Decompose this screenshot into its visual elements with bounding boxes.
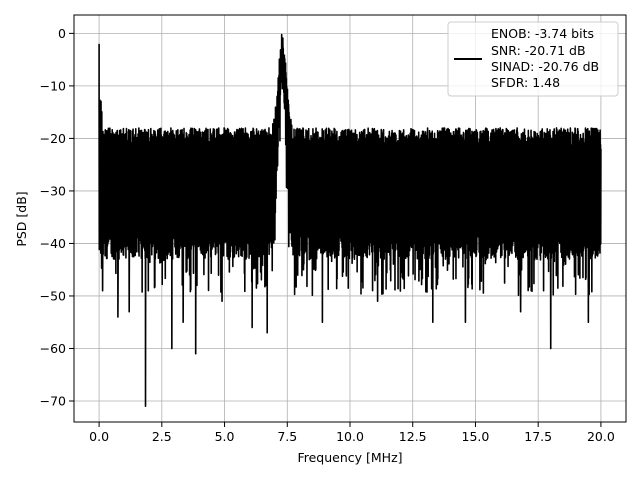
x-tick-label: 5.0 <box>215 429 235 444</box>
x-axis-label: Frequency [MHz] <box>297 450 402 465</box>
y-tick-label: −20 <box>40 131 66 146</box>
y-axis-label: PSD [dB] <box>14 191 29 246</box>
legend-box <box>447 21 619 97</box>
y-tick-label: −70 <box>40 393 66 408</box>
x-tick-label: 10.0 <box>336 429 364 444</box>
legend: ENOB: -3.74 bits SNR: -20.71 dB SINAD: -… <box>447 21 619 97</box>
legend-line-sinad: SINAD: -20.76 dB <box>491 59 599 74</box>
y-tick-label: −30 <box>40 183 66 198</box>
legend-line-sfdr: SFDR: 1.48 <box>491 75 560 90</box>
x-tick-label: 7.5 <box>277 429 297 444</box>
plot-area <box>98 33 602 408</box>
y-tick-label: −10 <box>40 78 66 93</box>
y-tick-label: −40 <box>40 236 66 251</box>
x-tick-label: 20.0 <box>587 429 615 444</box>
y-tick-label: −60 <box>40 341 66 356</box>
x-tick-label: 17.5 <box>524 429 552 444</box>
x-tick-label: 15.0 <box>462 429 490 444</box>
x-tick-label: 12.5 <box>399 429 427 444</box>
y-tick-label: 0 <box>58 26 66 41</box>
y-axis: 0 −10 −20 −30 −40 −50 −60 −70 <box>40 26 74 408</box>
y-tick-label: −50 <box>40 288 66 303</box>
x-tick-label: 0.0 <box>89 429 109 444</box>
x-tick-label: 2.5 <box>152 429 172 444</box>
legend-line-snr: SNR: -20.71 dB <box>491 43 586 58</box>
psd-trace <box>98 33 602 408</box>
legend-line-enob: ENOB: -3.74 bits <box>491 26 594 41</box>
x-axis: 0.0 2.5 5.0 7.5 10.0 12.5 15.0 17.5 20.0 <box>89 422 615 444</box>
